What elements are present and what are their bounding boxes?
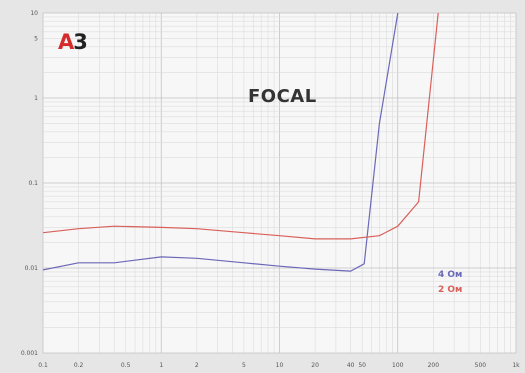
x-tick-label: 20 [311, 362, 319, 369]
legend-entry-2-ohm: 2 Ом [438, 285, 463, 295]
x-tick-label: 0.2 [74, 362, 84, 369]
grid-layer [42, 12, 517, 354]
series-line-1 [43, 13, 439, 240]
x-tick-label: 500 [475, 362, 487, 369]
brand-logo: A3 [58, 30, 88, 54]
tick-layer: 0.1 0.2 0.5 1 2 5 10 20 40 50 100 200 500 1k10510.10.… [21, 10, 520, 369]
series-layer [43, 13, 439, 272]
y-tick-label: 0.01 [25, 265, 39, 272]
y-tick-label: 10 [30, 10, 38, 17]
x-tick-label: 1 [159, 362, 163, 369]
y-tick-label: 1 [34, 95, 38, 102]
x-tick-label: 2 [195, 362, 199, 369]
y-tick-label: 5 [34, 36, 38, 43]
x-tick-label: 1k [512, 362, 520, 369]
x-tick-label: 200 [428, 362, 440, 369]
x-tick-label: 40 [347, 362, 355, 369]
chart-title: FOCAL [248, 86, 317, 107]
x-tick-label: 100 [392, 362, 404, 369]
series-line-0 [43, 13, 399, 272]
x-tick-label: 0.5 [121, 362, 131, 369]
logo-letter: A [58, 30, 74, 54]
y-tick-label: 0.001 [21, 350, 38, 357]
x-tick-label: 10 [276, 362, 284, 369]
legend-entry-4-ohm: 4 Ом [438, 270, 463, 280]
x-tick-label: 0.1 [38, 362, 48, 369]
logo-digit: 3 [73, 30, 88, 54]
y-tick-label: 0.1 [28, 180, 38, 187]
x-tick-label: 50 [358, 362, 366, 369]
x-tick-label: 5 [242, 362, 246, 369]
